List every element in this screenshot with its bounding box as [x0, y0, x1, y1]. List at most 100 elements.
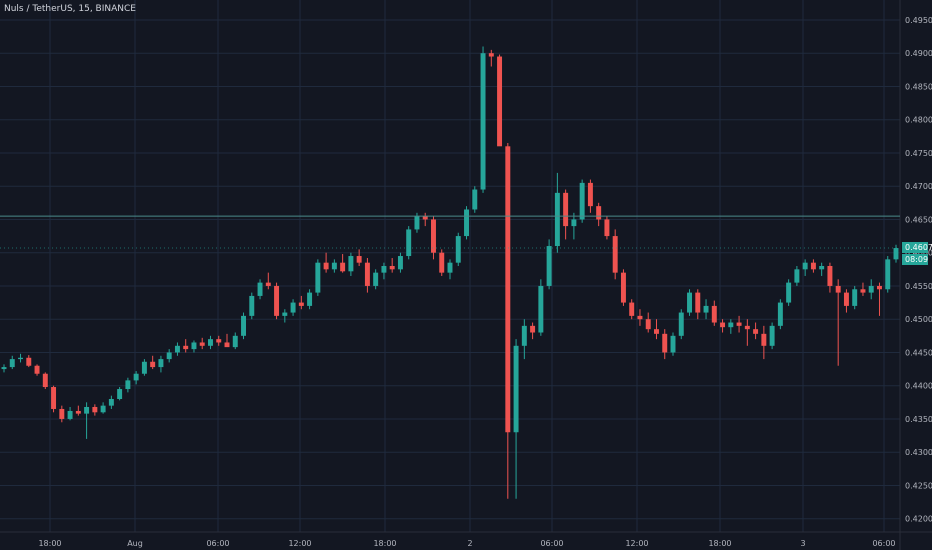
candle-body — [208, 339, 213, 346]
candle-body — [340, 262, 346, 272]
candle-body — [843, 292, 849, 306]
candle-body — [364, 262, 370, 286]
candle-body — [232, 335, 238, 348]
candle-body — [298, 302, 304, 306]
candle-body — [9, 359, 15, 368]
x-tick-label: 18:00 — [38, 539, 61, 548]
candle-body — [480, 53, 486, 190]
candle-body — [51, 387, 57, 409]
candle-body — [241, 315, 246, 336]
y-tick-label: 0.4650 — [905, 215, 932, 224]
candle-body — [802, 262, 808, 270]
candle-body — [59, 408, 65, 419]
candle-body — [348, 256, 354, 272]
y-tick-label: 0.4800 — [905, 116, 932, 125]
candle-body — [274, 285, 280, 316]
candle-body — [216, 339, 222, 343]
candle-body — [860, 289, 866, 293]
candle-body — [596, 206, 602, 220]
candle-body — [579, 182, 585, 220]
candle-body — [546, 246, 552, 286]
candle-body — [1, 367, 7, 370]
y-tick-label: 0.4500 — [905, 315, 932, 324]
candle-body — [307, 292, 313, 306]
x-tick-label: 2 — [467, 539, 472, 548]
candle-body — [117, 389, 123, 399]
candle-body — [488, 53, 494, 57]
candle-body — [224, 342, 230, 348]
y-tick-label: 0.4950 — [905, 16, 932, 25]
bar-countdown-tag: 08:09 — [902, 254, 928, 266]
x-tick-label: Aug — [127, 539, 143, 548]
candle-body — [406, 229, 412, 257]
candle-body — [389, 266, 395, 270]
candle-body — [612, 236, 618, 273]
x-tick-label: 06:00 — [872, 539, 895, 548]
x-tick-label: 12:00 — [288, 539, 311, 548]
candle-body — [315, 262, 321, 293]
candle-body — [530, 325, 536, 333]
candle-body — [670, 335, 676, 353]
candle-body — [125, 380, 131, 390]
candle-body — [604, 219, 610, 237]
x-tick-label: 18:00 — [373, 539, 396, 548]
candle-body — [777, 302, 783, 326]
candle-body — [736, 322, 742, 326]
candle-body — [191, 342, 197, 350]
candle-body — [513, 345, 519, 433]
last-price-tag: 0.4607 — [902, 242, 932, 254]
candle-body — [150, 361, 156, 368]
candle-body — [695, 292, 701, 313]
candle-body — [282, 312, 288, 316]
candle-body — [554, 192, 560, 247]
candle-body — [108, 399, 114, 406]
y-tick-label: 0.4550 — [905, 282, 932, 291]
x-tick-label: 18:00 — [708, 539, 731, 548]
candle-body — [571, 219, 577, 227]
candle-body — [397, 256, 403, 270]
x-tick-label: 12:00 — [625, 539, 648, 548]
candle-body — [265, 282, 271, 286]
candle-body — [174, 345, 180, 353]
candle-body — [356, 256, 362, 263]
candle-body — [786, 282, 792, 303]
candle-body — [18, 357, 23, 360]
candle-body — [166, 352, 172, 360]
candle-body — [753, 329, 759, 334]
candle-body — [744, 325, 750, 330]
chart-title: Nuls / TetherUS, 15, BINANCE — [4, 4, 136, 14]
y-tick-label: 0.4750 — [905, 149, 932, 158]
candle-body — [711, 305, 717, 323]
candle-body — [877, 285, 882, 290]
candle-body — [257, 282, 263, 296]
candle-body — [414, 216, 420, 230]
y-tick-label: 0.4350 — [905, 415, 932, 424]
candle-body — [827, 266, 833, 286]
candle-body — [183, 345, 189, 350]
candle-body — [728, 322, 734, 328]
candle-body — [158, 359, 164, 368]
x-tick-label: 3 — [800, 539, 805, 548]
candle-body — [290, 302, 296, 313]
y-tick-label: 0.4900 — [905, 49, 932, 58]
candle-body — [422, 216, 428, 220]
candle-body — [645, 319, 651, 330]
candle-body — [92, 406, 98, 413]
candle-body — [323, 262, 329, 270]
candle-body — [26, 357, 32, 366]
candle-body — [794, 269, 800, 283]
candle-body — [761, 333, 767, 346]
y-tick-label: 0.4600 — [905, 249, 932, 258]
candle-body — [521, 325, 527, 346]
candle-body — [439, 252, 445, 273]
candle-body — [497, 56, 503, 147]
candle-body — [819, 266, 825, 270]
candle-body — [75, 410, 81, 414]
candle-body — [42, 373, 48, 388]
candle-body — [455, 236, 461, 263]
y-tick-label: 0.4300 — [905, 448, 932, 457]
candle-body — [678, 312, 684, 336]
candle-body — [620, 272, 626, 303]
